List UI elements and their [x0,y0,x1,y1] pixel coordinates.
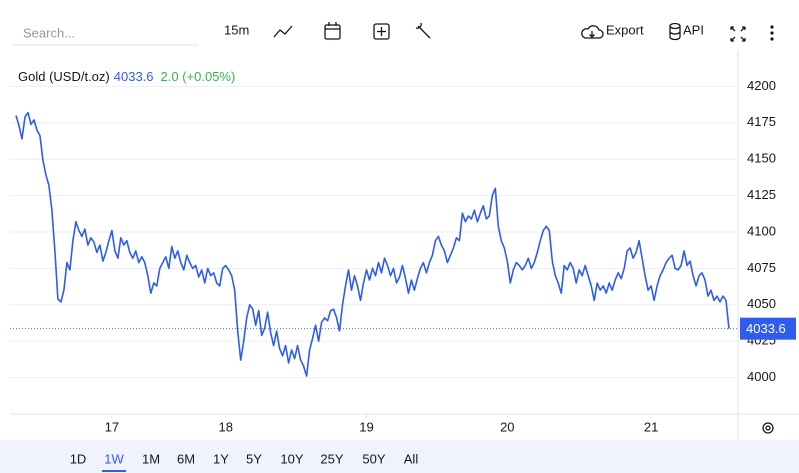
tools-icon[interactable] [415,22,431,39]
api-label[interactable]: API [683,22,704,37]
y-tick-label: 4075 [747,260,776,275]
legend: Gold (USD/t.oz) 4033.6 2.0 (+0.05%) [18,69,235,84]
range-button[interactable]: 5Y [246,451,262,466]
y-tick-label: 4200 [747,78,776,93]
export-label[interactable]: Export [606,22,644,37]
search-box[interactable]: Search... [23,25,75,40]
last-price: 4033.6 [114,69,154,84]
x-tick-label: 18 [218,419,232,434]
range-button[interactable]: All [404,451,419,466]
series-name: Gold (USD/t.oz) [18,69,110,84]
range-button[interactable]: 10Y [280,451,303,466]
y-tick-label: 4175 [747,114,776,129]
y-tick-label: 4125 [747,187,776,202]
x-tick-label: 17 [105,419,119,434]
last-price-box [740,317,796,340]
range-button[interactable]: 25Y [320,451,343,466]
range-button[interactable]: 1W [104,451,124,466]
range-button[interactable]: 1M [142,451,160,466]
range-button[interactable]: 50Y [362,451,385,466]
calendar-icon[interactable] [324,22,341,40]
price-change: 2.0 (+0.05%) [161,69,236,84]
x-tick-label: 19 [359,419,373,434]
last-price-label: 4033.6 [746,321,786,336]
y-tick-label: 4100 [747,223,776,238]
y-tick-label: 4050 [747,296,776,311]
menu-icon[interactable] [770,25,774,41]
chart-type-icon[interactable] [273,25,293,38]
price-line [15,111,730,377]
range-button[interactable]: 1D [70,451,87,466]
interval-button[interactable]: 15m [224,22,249,37]
range-bar [0,440,799,473]
x-tick-label: 21 [644,419,658,434]
export-button[interactable]: Export [581,22,644,39]
settings-icon[interactable] [762,422,774,434]
y-tick-label: 4150 [747,151,776,166]
y-tick-label: 4000 [747,369,776,384]
x-tick-label: 20 [500,419,514,434]
range-button[interactable]: 1Y [213,451,229,466]
indicator-icon[interactable] [373,23,390,40]
api-button[interactable]: API [669,22,704,41]
fullscreen-icon[interactable] [730,26,746,42]
range-button[interactable]: 6M [177,451,195,466]
